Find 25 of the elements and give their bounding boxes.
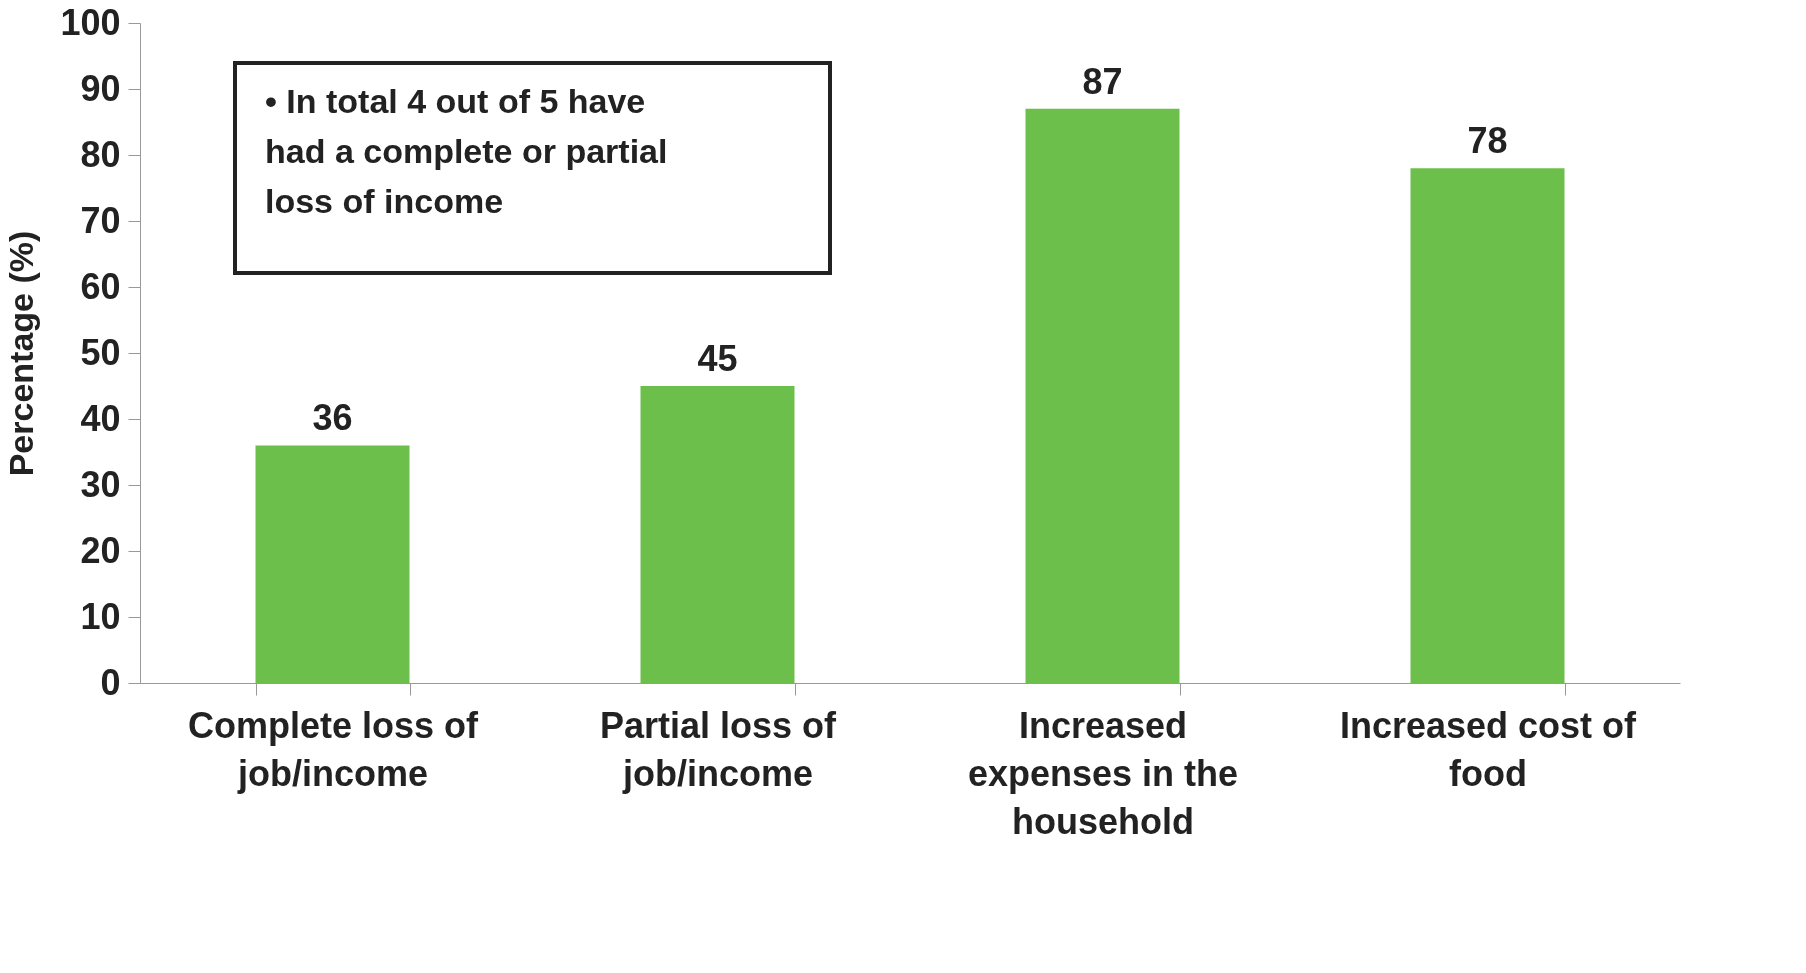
y-tick-label: 10 bbox=[80, 595, 121, 637]
annotation: • In total 4 out of 5 have had a complete or partial loss of income bbox=[265, 82, 668, 220]
data-label: 87 bbox=[1082, 60, 1123, 102]
data-label: 45 bbox=[697, 338, 738, 379]
x-tick-label: Partial loss of job/income bbox=[599, 704, 838, 794]
bar bbox=[1025, 108, 1180, 683]
y-tick-label: 50 bbox=[80, 331, 121, 373]
bar bbox=[640, 386, 795, 683]
y-tick-label: 90 bbox=[80, 67, 121, 109]
y-tick-label: 0 bbox=[100, 661, 121, 703]
bar bbox=[255, 445, 410, 683]
y-tick-label: 40 bbox=[80, 397, 121, 439]
y-tick-label: 100 bbox=[60, 1, 121, 43]
y-axis-title: Percentage (%) bbox=[2, 230, 41, 477]
x-tick-label: Increased cost of food bbox=[1339, 704, 1638, 794]
x-tick-label: Complete loss of job/income bbox=[187, 704, 480, 794]
y-tick-label: 70 bbox=[80, 199, 121, 241]
x-tick-label: Increased expenses in the household bbox=[967, 704, 1239, 842]
y-tick-label: 20 bbox=[80, 529, 121, 571]
bar bbox=[1410, 168, 1565, 683]
y-tick-label: 80 bbox=[80, 133, 121, 175]
y-tick-label: 60 bbox=[80, 265, 121, 307]
data-label: 78 bbox=[1467, 120, 1508, 162]
y-tick-label: 30 bbox=[80, 463, 121, 505]
data-label: 36 bbox=[312, 397, 353, 439]
